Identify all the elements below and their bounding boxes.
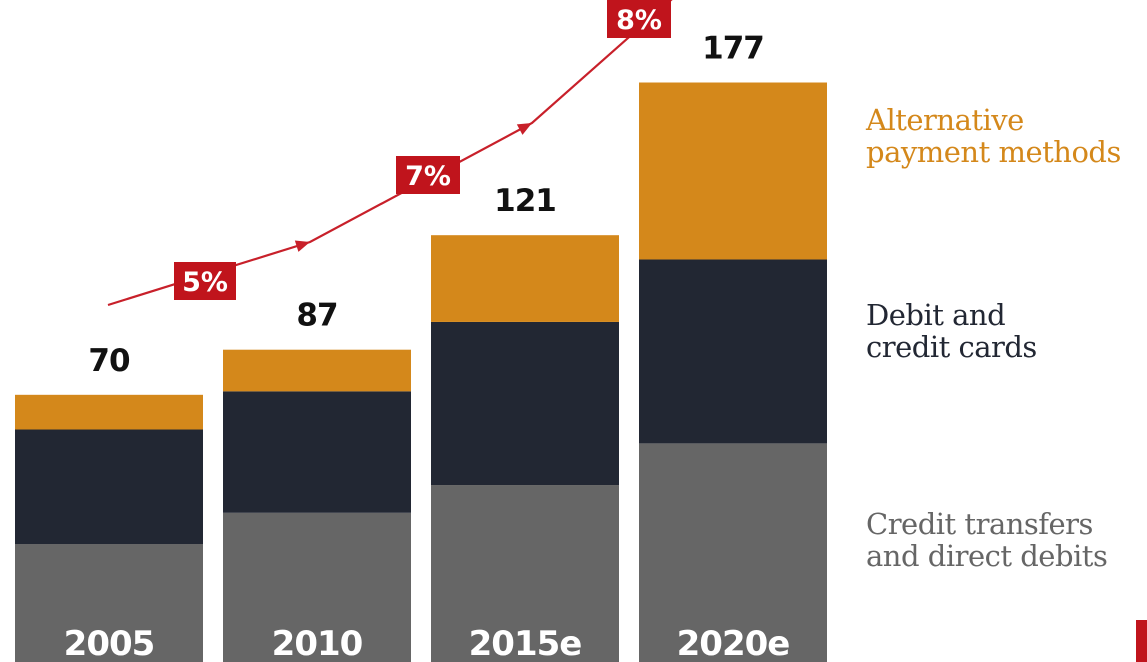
totals-group: 70 87 121 177 — [88, 31, 764, 379]
bar-credit-transfers-and-direct-debits-2010 — [223, 512, 411, 662]
bar-debit-and-credit-cards-2015e — [431, 321, 619, 486]
total-label-2015e: 121 — [494, 183, 556, 219]
year-label-2020e: 2020e — [677, 624, 790, 662]
legend-credit-transfers-and-direct-debits-line-1: Credit transfers — [866, 507, 1093, 541]
bar-alternative-payment-methods-2015e — [431, 235, 619, 322]
bar-alternative-payment-methods-2020e — [639, 82, 827, 260]
growth-trend-group: 5% 7% 8% — [107, 0, 673, 307]
growth-arrowhead-2 — [516, 123, 532, 135]
bar-alternative-payment-methods-2010 — [223, 349, 411, 392]
legend-alternative-payment-methods-line-1: Alternative — [865, 103, 1024, 137]
legend-credit-transfers-and-direct-debits-line-2: and direct debits — [866, 539, 1107, 573]
growth-label-3: 8% — [616, 5, 662, 36]
total-label-2020e: 177 — [702, 31, 764, 67]
legend-alternative-payment-methods-line-2: payment methods — [866, 135, 1121, 169]
bar-credit-transfers-and-direct-debits-2020e — [639, 443, 827, 662]
bar-alternative-payment-methods-2005 — [15, 394, 203, 430]
year-label-2005: 2005 — [64, 624, 155, 662]
bars-group — [15, 82, 827, 662]
growth-label-2: 7% — [405, 161, 451, 192]
growth-badge-1 — [174, 262, 236, 300]
growth-arrowhead-1 — [294, 240, 310, 252]
year-labels-group: 2005 2010 2015e 2020e — [64, 624, 791, 662]
legend-debit-and-credit-cards-line-1: Debit and — [866, 298, 1005, 332]
bar-debit-and-credit-cards-2010 — [223, 391, 411, 513]
bar-credit-transfers-and-direct-debits-2005 — [15, 544, 203, 662]
bar-credit-transfers-and-direct-debits-2015e — [431, 485, 619, 662]
bar-debit-and-credit-cards-2020e — [639, 259, 827, 444]
corner-accent-mark — [1136, 620, 1147, 662]
growth-badge-3 — [607, 0, 671, 38]
year-label-2015e: 2015e — [469, 624, 582, 662]
legend-debit-and-credit-cards-line-2: credit cards — [866, 330, 1037, 364]
total-label-2010: 87 — [296, 298, 337, 334]
bar-debit-and-credit-cards-2005 — [15, 429, 203, 545]
year-label-2010: 2010 — [272, 624, 363, 662]
total-label-2005: 70 — [88, 343, 130, 379]
growth-badge-2 — [396, 156, 460, 194]
growth-label-1: 5% — [182, 267, 228, 298]
